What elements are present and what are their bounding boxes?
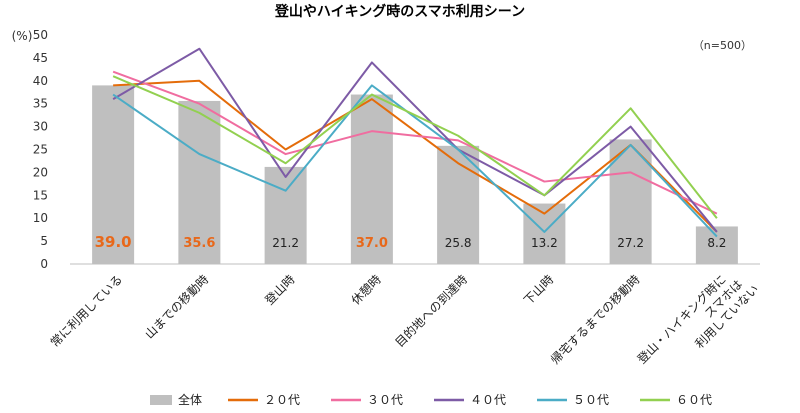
y-tick-label: 30: [33, 120, 48, 134]
bar-overall: [178, 100, 221, 265]
x-category-label-line: 常に利用している: [48, 272, 126, 350]
x-category-label-line: 帰宅するまでの移動時: [547, 272, 642, 367]
y-tick-label: 20: [33, 165, 48, 179]
y-tick-label: 45: [33, 51, 48, 65]
y-tick-label: 15: [33, 188, 48, 202]
bar-overall: [695, 226, 738, 264]
legend-label: ３０代: [367, 393, 403, 407]
series-line: [112, 47, 718, 233]
bar-data-label: 8.2: [707, 236, 726, 250]
y-tick-label: 5: [40, 234, 48, 248]
legend-label: ２０代: [264, 393, 300, 407]
x-category-label: 休憩時: [348, 272, 384, 308]
x-category-label-line: 休憩時: [348, 272, 384, 308]
chart-title: 登山やハイキング時のスマホ利用シーン: [274, 3, 525, 20]
bar-data-label: 37.0: [356, 236, 388, 251]
legend-swatch-bar: [150, 395, 172, 405]
bar-data-label: 39.0: [95, 233, 132, 251]
x-category-label: 山までの移動時: [142, 272, 211, 341]
bar-overall: [350, 94, 393, 264]
y-axis-unit-label: (%): [12, 29, 33, 43]
y-tick-label: 50: [33, 28, 48, 42]
legend-label: ６０代: [676, 393, 712, 407]
bar-data-label: 35.6: [183, 236, 215, 251]
series-line: [112, 75, 718, 219]
bar-series-overall: [92, 85, 738, 265]
series-line: [112, 84, 718, 238]
bar-value-labels: 39.0 35.6 21.2 37.0 25.8 13.2 27.2 8.2: [95, 233, 727, 251]
series-line: [113, 79, 718, 233]
x-category-label-line: 目的地への到達時: [392, 272, 470, 350]
series-line: [112, 70, 718, 215]
bar-data-label: 27.2: [617, 236, 644, 250]
y-tick-label: 35: [33, 97, 48, 111]
legend: 全体 ２０代 ３０代 ４０代 ５０代 ６０代: [150, 392, 712, 407]
y-tick-label: 0: [40, 257, 48, 271]
legend-label: ４０代: [470, 393, 506, 407]
x-category-label: 目的地への到達時: [392, 272, 470, 350]
bar-data-label: 13.2: [531, 236, 558, 250]
y-tick-label: 25: [33, 143, 48, 157]
x-category-label-line: 登山時: [262, 272, 298, 308]
y-tick-label: 40: [33, 74, 48, 88]
bar-overall: [437, 145, 480, 264]
x-category-label-line: 下山時: [521, 272, 556, 307]
bar-data-label: 21.2: [272, 236, 299, 250]
y-axis-ticks: 0 5 10 15 20 25 30 35 40 45 50: [33, 28, 48, 271]
x-category-label: 帰宅するまでの移動時: [547, 272, 642, 367]
legend-label: ５０代: [573, 393, 609, 407]
x-category-label: 常に利用している: [48, 272, 126, 350]
legend-label: 全体: [178, 392, 202, 407]
y-tick-label: 10: [33, 211, 48, 225]
x-category-label-line: 山までの移動時: [142, 272, 211, 341]
x-category-label: 下山時: [521, 272, 556, 307]
bar-data-label: 25.8: [445, 236, 472, 250]
x-axis-category-labels: 常に利用している 山までの移動時 登山時 休憩時 目的地への到達時 下山時帰宅するまでの移…: [48, 272, 762, 367]
bar-overall: [264, 166, 307, 264]
x-category-label: 登山時: [262, 272, 298, 308]
bar-overall: [92, 85, 135, 264]
sample-size-note: （n=500）: [693, 39, 752, 52]
line-series-group: [112, 47, 718, 238]
